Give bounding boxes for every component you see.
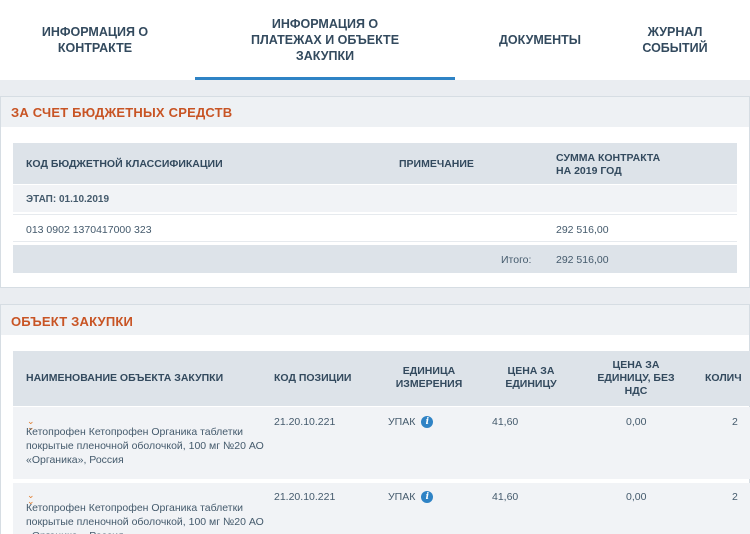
purchase-panel: ОБЪЕКТ ЗАКУПКИ НАИМЕНОВАНИЕ ОБЪЕКТА ЗАКУ… bbox=[0, 304, 750, 534]
purchase-item-price-no-vat: 0,00 bbox=[626, 491, 647, 503]
budget-data-row bbox=[13, 214, 737, 242]
unit-column-header: ЕДИНИЦА ИЗМЕРЕНИЯ bbox=[395, 365, 463, 390]
total-row bbox=[13, 245, 737, 273]
note-column-header: ПРИМЕЧАНИЕ bbox=[399, 158, 474, 170]
purchase-panel-header: ОБЪЕКТ ЗАКУПКИ bbox=[1, 305, 749, 335]
chevron-double-down-icon[interactable]: ⌄ ⌄ bbox=[27, 416, 35, 432]
total-value: 292 516,00 bbox=[556, 254, 609, 266]
budget-panel: ЗА СЧЕТ БЮДЖЕТНЫХ СРЕДСТВ КОД БЮДЖЕТНОЙ … bbox=[0, 96, 750, 288]
tab-event-log[interactable]: ЖУРНАЛ СОБЫТИЙ bbox=[642, 25, 708, 55]
unit-label: УПАК bbox=[388, 416, 416, 428]
purchase-item-code: 21.20.10.221 bbox=[274, 416, 336, 428]
unit-label: УПАК bbox=[388, 491, 416, 503]
purchase-item-name: Кетопрофен Кетопрофен Органика таблетки … bbox=[26, 426, 264, 466]
purchase-item-unit: УПАК i bbox=[388, 491, 434, 504]
purchase-table-header bbox=[13, 351, 750, 406]
budget-table-header bbox=[13, 143, 737, 184]
purchase-item-price: 41,60 bbox=[492, 491, 519, 503]
info-icon[interactable]: i bbox=[421, 491, 434, 504]
tab-payments-purchase[interactable]: ИНФОРМАЦИЯ О ПЛАТЕЖАХ И ОБЪЕКТЕ ЗАКУПКИ bbox=[195, 0, 455, 80]
stage-row bbox=[13, 185, 737, 212]
kbk-value: 013 0902 1370417000 323 bbox=[26, 224, 152, 236]
purchase-item-code: 21.20.10.221 bbox=[274, 491, 336, 503]
purchase-panel-title: ОБЪЕКТ ЗАКУПКИ bbox=[11, 314, 134, 329]
tab-documents[interactable]: ДОКУМЕНТЫ bbox=[499, 33, 581, 47]
tab-bar: ИНФОРМАЦИЯ О КОНТРАКТЕ ИНФОРМАЦИЯ О ПЛАТ… bbox=[0, 0, 750, 80]
sum-value: 292 516,00 bbox=[556, 224, 609, 236]
chevron-double-down-icon[interactable]: ⌄ ⌄ bbox=[27, 490, 35, 506]
name-column-header: НАИМЕНОВАНИЕ ОБЪЕКТА ЗАКУПКИ bbox=[26, 372, 224, 384]
purchase-item-qty: 2 bbox=[732, 491, 738, 503]
info-icon[interactable]: i bbox=[421, 416, 434, 429]
qty-column-header: КОЛИЧ bbox=[705, 372, 742, 384]
code-column-header: КОД ПОЗИЦИИ bbox=[274, 372, 352, 384]
purchase-item-price: 41,60 bbox=[492, 416, 519, 428]
purchase-item-qty: 2 bbox=[732, 416, 738, 428]
tab-contract-info[interactable]: ИНФОРМАЦИЯ О КОНТРАКТЕ bbox=[41, 25, 149, 55]
purchase-item-price-no-vat: 0,00 bbox=[626, 416, 647, 428]
purchase-item-name: Кетопрофен Кетопрофен Органика таблетки … bbox=[26, 502, 264, 534]
sum-column-header: СУММА КОНТРАКТА НА 2019 ГОД bbox=[556, 152, 661, 177]
table-row bbox=[13, 407, 750, 479]
table-row bbox=[13, 483, 750, 534]
budget-panel-title: ЗА СЧЕТ БЮДЖЕТНЫХ СРЕДСТВ bbox=[11, 105, 233, 120]
price-column-header: ЦЕНА ЗА ЕДИНИЦУ bbox=[505, 365, 557, 390]
purchase-item-unit: УПАК i bbox=[388, 416, 434, 429]
kbk-column-header: КОД БЮДЖЕТНОЙ КЛАССИФИКАЦИИ bbox=[26, 158, 223, 170]
stage-label: ЭТАП: 01.10.2019 bbox=[26, 194, 110, 205]
budget-panel-header: ЗА СЧЕТ БЮДЖЕТНЫХ СРЕДСТВ bbox=[1, 97, 749, 127]
total-label: Итого: bbox=[501, 254, 532, 266]
price-no-vat-column-header: ЦЕНА ЗА ЕДИНИЦУ, БЕЗ НДС bbox=[597, 359, 675, 397]
